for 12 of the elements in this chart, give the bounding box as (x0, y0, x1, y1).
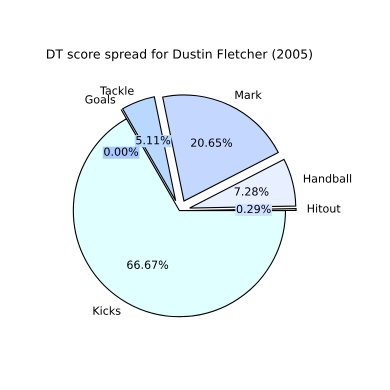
data-label: 7.28% (234, 187, 268, 196)
data-label: 20.65% (191, 138, 232, 147)
text: 0.00% (104, 147, 138, 156)
data-label: 66.67% (127, 260, 168, 269)
slice-label: Hitout (308, 204, 340, 213)
category-label: Goals (85, 94, 116, 104)
data-label: 5.11% (136, 136, 170, 144)
slice-label: Handball (304, 174, 352, 183)
slice-label: Kicks (93, 306, 121, 315)
chart-title: DT score spread for Dustin Fletcher (2005) (47, 49, 312, 62)
slice-label: Tackle (100, 86, 134, 95)
slice-label: Mark (235, 90, 262, 100)
